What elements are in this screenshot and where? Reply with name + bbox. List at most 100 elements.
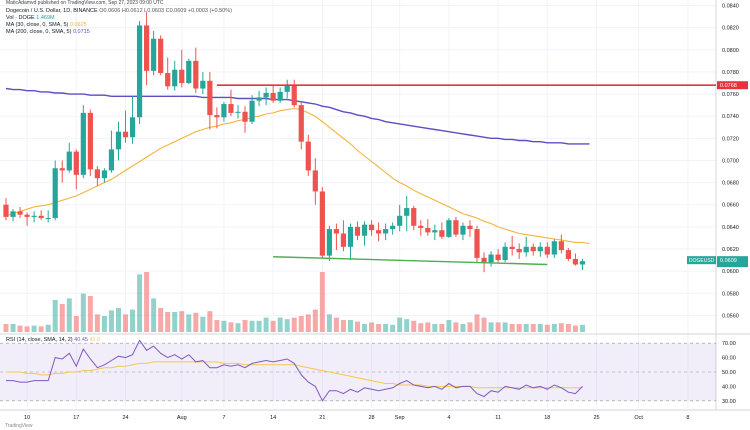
candle-body [319, 191, 325, 256]
x-tick-label: 17 [73, 415, 79, 421]
candle-body [397, 215, 403, 226]
candle-body [172, 69, 178, 87]
candle-body [193, 60, 199, 89]
volume-bar [537, 324, 543, 332]
candle-body [439, 230, 445, 237]
candle-body [284, 85, 290, 92]
publish-info: MaticAdamvd published on TradingView.com… [6, 0, 164, 6]
x-tick-label: 10 [24, 415, 30, 421]
volume-bar [172, 312, 178, 332]
ma30-line [5, 107, 590, 245]
volume-bar [249, 320, 255, 332]
candle-body [59, 168, 65, 171]
rsi-tick-label: 30.00 [722, 399, 736, 405]
candle-body [45, 218, 51, 220]
candle-body [73, 151, 79, 175]
volume-bar [298, 316, 304, 332]
candle-body [228, 104, 234, 113]
volume-bar [144, 272, 150, 332]
volume-bar [45, 324, 51, 332]
volume-bar [390, 324, 396, 332]
volume-bar [439, 324, 445, 332]
volume-bar [38, 326, 44, 332]
candle-body [488, 254, 494, 263]
candle-body [249, 100, 255, 122]
volume-bar [411, 320, 417, 332]
ohlc-values: O0.0606 H0.0612 L0.0603 C0.0609 +0.0003 … [99, 8, 232, 14]
candle-body [24, 214, 30, 217]
ma200-label: MA (200, close, 0, SMA, 5) [6, 29, 72, 35]
candle-body [108, 149, 115, 171]
legend-volume: Vol · DOGE 1.469M [6, 15, 55, 22]
volume-bar [460, 324, 466, 332]
candle-body [347, 226, 354, 247]
volume-bar [24, 326, 30, 332]
candle-body [158, 38, 164, 74]
levels [216, 84, 716, 266]
volume-bar [52, 300, 58, 332]
legend-symbol: Dogecoin / U.S. Dollar, 1D, BINANCE O0.0… [6, 8, 232, 15]
volume-bar [333, 317, 339, 332]
volume-bar [446, 320, 452, 332]
volume-bar [284, 319, 290, 332]
candle-body [80, 112, 86, 175]
volume-bar [221, 320, 227, 332]
volume-bar [17, 325, 23, 332]
candle-body [326, 229, 332, 256]
volume-bar [523, 324, 529, 332]
candle-body [270, 92, 276, 101]
rsi-tick-label: 40.00 [722, 384, 736, 390]
volume-bar [516, 324, 522, 332]
vol-value: 1.469M [36, 15, 55, 21]
candle-body [551, 241, 557, 255]
lines [5, 87, 590, 402]
volume-bar [80, 293, 86, 332]
y-tick-label: 0.0700 [722, 158, 739, 164]
candle-body [579, 261, 586, 265]
legend-rsi: RSI (14, close, SMA, 14, 2) 40.45 41.0 [6, 337, 100, 344]
volume-bar [31, 325, 37, 332]
volume-bar [551, 324, 557, 332]
candle-body [425, 227, 431, 233]
volume-bar [151, 298, 157, 332]
candle-body [481, 257, 487, 263]
candle-body [38, 215, 44, 219]
y-tick-label: 0.0760 [722, 92, 739, 98]
volume-bar [123, 314, 129, 332]
y-tick-label: 0.0580 [722, 291, 739, 297]
ma200-value: 0.0715 [72, 29, 90, 35]
candle-body [383, 229, 389, 234]
volume-bar [108, 310, 114, 332]
candle-body [115, 131, 122, 150]
rsi-ma-line [6, 361, 583, 389]
rsi-value: 40.45 [74, 337, 88, 343]
candle-body [361, 224, 368, 236]
candle-body [136, 25, 143, 118]
candle-body [129, 117, 136, 138]
candles [3, 12, 586, 273]
candle-body [165, 73, 171, 87]
volume-bar [101, 316, 107, 332]
x-tick-label: 24 [122, 415, 128, 421]
vol-label: Vol · DOGE [6, 15, 35, 21]
x-tick-label: 14 [270, 415, 276, 421]
candle-body [291, 85, 297, 106]
y-tick-label: 0.0780 [722, 70, 739, 76]
candle-body [453, 220, 459, 235]
y-tick-label: 0.0800 [722, 48, 739, 54]
volume-bar [383, 324, 389, 332]
candle-body [572, 258, 579, 265]
candle-body [530, 246, 536, 252]
candle-body [94, 169, 100, 179]
volume-bar [530, 324, 536, 332]
y-tick-label: 0.0820 [722, 26, 739, 32]
legend-ma30: MA (30, close, 0, SMA, 5) 0.0625 [6, 22, 87, 29]
candle-body [411, 208, 417, 226]
candle-body [537, 246, 543, 252]
candle-body [277, 91, 283, 101]
volume-bar [509, 324, 515, 332]
volume-bar [369, 322, 375, 332]
candle-body [144, 25, 150, 71]
candle-body [256, 97, 262, 101]
